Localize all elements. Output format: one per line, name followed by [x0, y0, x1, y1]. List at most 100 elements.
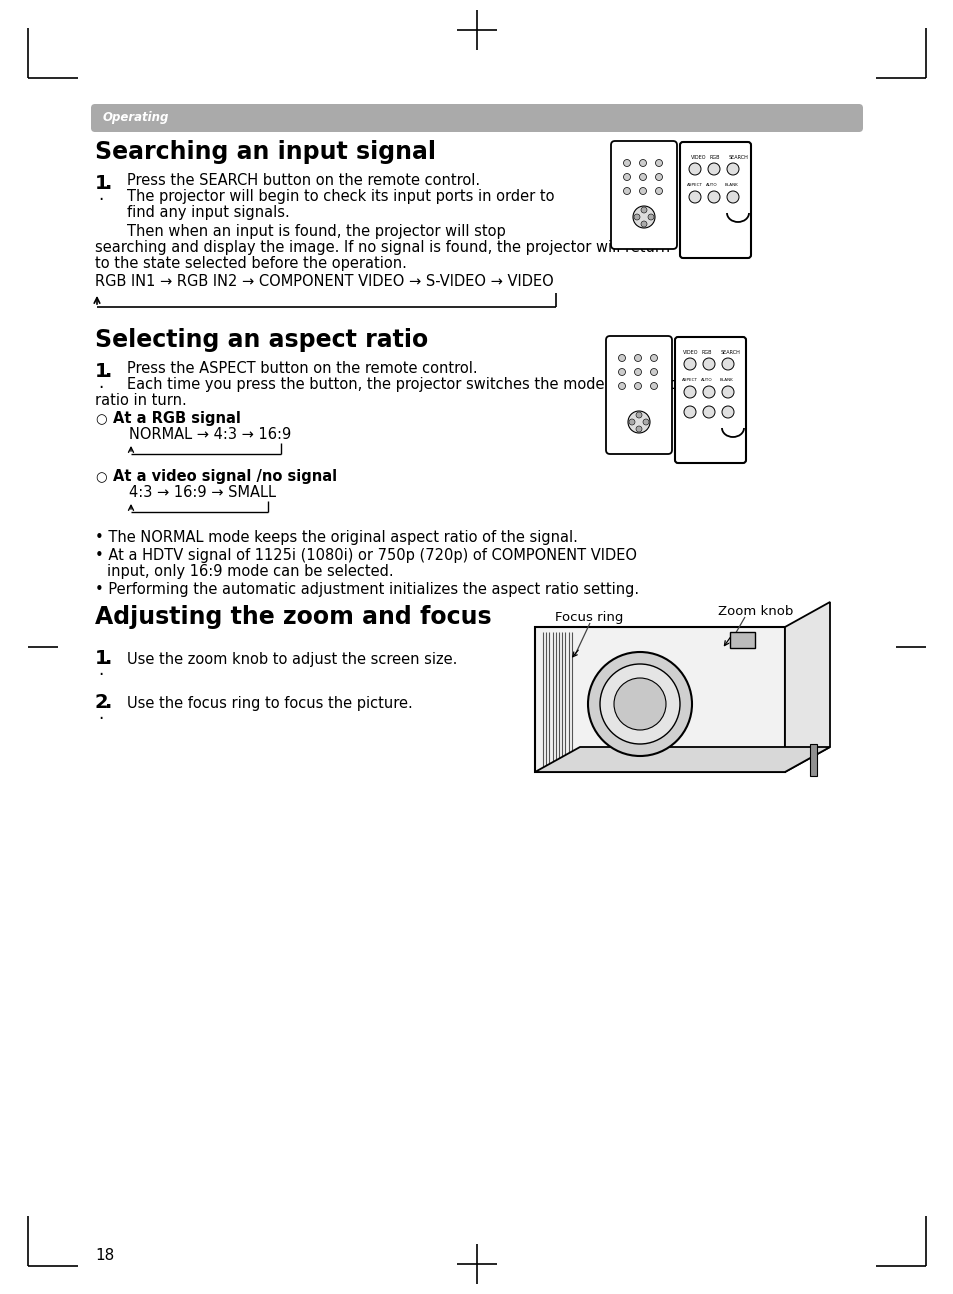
- Circle shape: [639, 159, 646, 167]
- Circle shape: [650, 383, 657, 389]
- Circle shape: [702, 406, 714, 418]
- Text: VIDEO: VIDEO: [682, 349, 698, 355]
- Text: 1: 1: [95, 173, 109, 193]
- Bar: [535, 628, 784, 773]
- Circle shape: [614, 678, 665, 730]
- Text: ○: ○: [95, 471, 107, 484]
- Circle shape: [642, 419, 648, 424]
- Polygon shape: [535, 747, 829, 773]
- FancyBboxPatch shape: [679, 142, 750, 258]
- Circle shape: [683, 386, 696, 399]
- Text: At a RGB signal: At a RGB signal: [112, 411, 240, 426]
- Text: searching and display the image. If no signal is found, the projector will retur: searching and display the image. If no s…: [95, 239, 669, 255]
- Text: ·: ·: [98, 666, 103, 685]
- Text: to the state selected before the operation.: to the state selected before the operati…: [95, 256, 406, 270]
- Circle shape: [633, 206, 655, 228]
- Circle shape: [618, 383, 625, 389]
- Text: Zoom knob: Zoom knob: [718, 606, 793, 619]
- Circle shape: [618, 355, 625, 361]
- Text: Each time you press the button, the projector switches the mode for aspect: Each time you press the button, the proj…: [127, 377, 682, 392]
- Circle shape: [634, 383, 640, 389]
- Circle shape: [636, 426, 641, 432]
- Circle shape: [707, 163, 720, 175]
- Text: ·: ·: [98, 379, 103, 397]
- Text: .: .: [105, 173, 112, 193]
- Text: Press the SEARCH button on the remote control.: Press the SEARCH button on the remote co…: [127, 173, 479, 188]
- Text: ○: ○: [95, 413, 107, 426]
- Polygon shape: [784, 602, 829, 773]
- Circle shape: [634, 369, 640, 375]
- Circle shape: [639, 188, 646, 194]
- Text: At a video signal /no signal: At a video signal /no signal: [112, 468, 336, 484]
- Text: SEARCH: SEARCH: [720, 349, 740, 355]
- Circle shape: [587, 652, 691, 756]
- Text: Operating: Operating: [103, 111, 170, 124]
- Circle shape: [688, 163, 700, 175]
- Text: Then when an input is found, the projector will stop: Then when an input is found, the project…: [127, 224, 505, 239]
- Circle shape: [721, 358, 733, 370]
- Text: .: .: [105, 694, 112, 712]
- Circle shape: [647, 214, 654, 220]
- Text: Press the ASPECT button on the remote control.: Press the ASPECT button on the remote co…: [127, 361, 477, 377]
- Circle shape: [640, 221, 646, 226]
- Text: input, only 16:9 mode can be selected.: input, only 16:9 mode can be selected.: [107, 564, 394, 578]
- Circle shape: [707, 192, 720, 203]
- Text: ASPECT: ASPECT: [681, 378, 698, 382]
- Circle shape: [640, 207, 646, 214]
- Text: NORMAL → 4:3 → 16:9: NORMAL → 4:3 → 16:9: [129, 427, 291, 443]
- Circle shape: [688, 192, 700, 203]
- Circle shape: [721, 406, 733, 418]
- Circle shape: [623, 173, 630, 180]
- Text: 18: 18: [95, 1247, 114, 1263]
- Text: ASPECT: ASPECT: [686, 182, 702, 188]
- Circle shape: [655, 173, 661, 180]
- Text: 1: 1: [95, 362, 109, 380]
- Circle shape: [623, 188, 630, 194]
- Text: .: .: [105, 650, 112, 668]
- FancyBboxPatch shape: [91, 104, 862, 132]
- Text: Searching an input signal: Searching an input signal: [95, 140, 436, 164]
- Text: find any input signals.: find any input signals.: [127, 204, 290, 220]
- Text: Use the focus ring to focus the picture.: Use the focus ring to focus the picture.: [127, 696, 413, 710]
- Text: SEARCH: SEARCH: [728, 155, 748, 160]
- Circle shape: [639, 173, 646, 180]
- Circle shape: [599, 664, 679, 744]
- Text: BLANK: BLANK: [724, 182, 738, 188]
- FancyBboxPatch shape: [610, 141, 677, 248]
- Text: AUTO: AUTO: [705, 182, 717, 188]
- Circle shape: [683, 406, 696, 418]
- Text: • The NORMAL mode keeps the original aspect ratio of the signal.: • The NORMAL mode keeps the original asp…: [95, 531, 578, 545]
- Bar: [729, 631, 754, 648]
- Bar: [809, 744, 816, 776]
- Text: ratio in turn.: ratio in turn.: [95, 393, 187, 408]
- Circle shape: [627, 411, 649, 433]
- Text: VIDEO: VIDEO: [690, 155, 706, 160]
- Circle shape: [650, 369, 657, 375]
- Circle shape: [650, 355, 657, 361]
- Text: 1: 1: [95, 650, 109, 668]
- Circle shape: [721, 386, 733, 399]
- Text: Selecting an aspect ratio: Selecting an aspect ratio: [95, 327, 428, 352]
- Text: RGB IN1 → RGB IN2 → COMPONENT VIDEO → S-VIDEO → VIDEO: RGB IN1 → RGB IN2 → COMPONENT VIDEO → S-…: [95, 274, 553, 289]
- Text: • Performing the automatic adjustment initializes the aspect ratio setting.: • Performing the automatic adjustment in…: [95, 582, 639, 597]
- Circle shape: [634, 355, 640, 361]
- Circle shape: [628, 419, 635, 424]
- Text: Use the zoom knob to adjust the screen size.: Use the zoom knob to adjust the screen s…: [127, 652, 456, 666]
- Text: ·: ·: [98, 192, 103, 210]
- Circle shape: [634, 214, 639, 220]
- Circle shape: [636, 411, 641, 418]
- Circle shape: [702, 358, 714, 370]
- Text: BLANK: BLANK: [720, 378, 733, 382]
- Circle shape: [655, 159, 661, 167]
- Circle shape: [726, 163, 739, 175]
- Circle shape: [702, 386, 714, 399]
- Text: AUTO: AUTO: [700, 378, 712, 382]
- Circle shape: [683, 358, 696, 370]
- Text: .: .: [105, 362, 112, 380]
- Text: ·: ·: [98, 710, 103, 729]
- Text: The projector will begin to check its input ports in order to: The projector will begin to check its in…: [127, 189, 554, 204]
- Circle shape: [623, 159, 630, 167]
- Text: Focus ring: Focus ring: [555, 611, 622, 624]
- FancyBboxPatch shape: [605, 336, 671, 454]
- Circle shape: [726, 192, 739, 203]
